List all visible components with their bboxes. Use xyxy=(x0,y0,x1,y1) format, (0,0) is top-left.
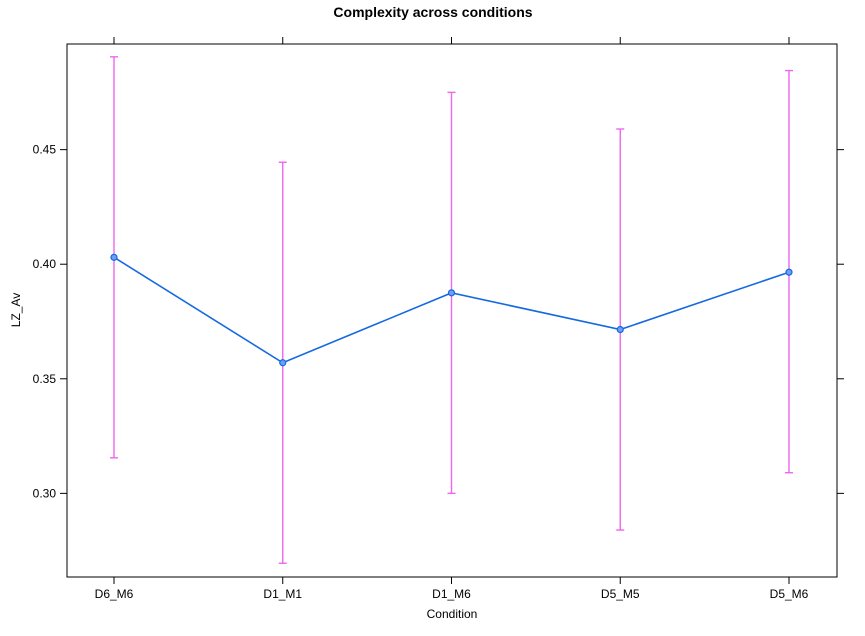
y-tick-label: 0.35 xyxy=(33,372,57,386)
y-tick-label: 0.40 xyxy=(33,257,57,271)
x-tick-label: D5_M5 xyxy=(601,587,640,601)
y-axis-label: LZ_Av xyxy=(9,293,23,327)
data-point xyxy=(279,359,287,367)
x-axis: D6_M6 D1_M1 D1_M6 D5_M5 D5_M6 xyxy=(95,37,809,601)
chart-title: Complexity across conditions xyxy=(333,4,532,20)
data-point xyxy=(616,325,624,334)
x-tick-label: D5_M6 xyxy=(770,587,809,601)
data-point xyxy=(785,268,793,276)
x-tick-label: D1_M1 xyxy=(263,587,302,601)
data-points xyxy=(110,253,793,367)
y-tick-label: 0.30 xyxy=(33,486,57,500)
error-bars xyxy=(110,56,793,564)
data-point xyxy=(447,289,456,297)
data-point xyxy=(110,253,118,261)
x-tick-label: D1_M6 xyxy=(432,587,471,601)
x-axis-label: Condition xyxy=(427,607,478,621)
y-axis: 0.30 0.35 0.40 0.45 xyxy=(33,143,844,500)
y-tick-label: 0.45 xyxy=(33,143,57,157)
x-tick-label: D6_M6 xyxy=(95,587,134,601)
